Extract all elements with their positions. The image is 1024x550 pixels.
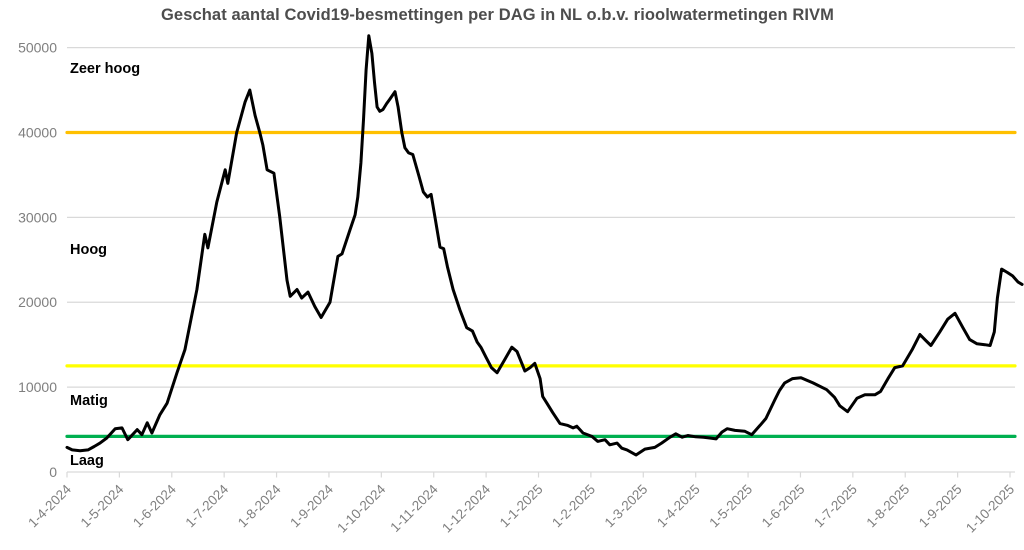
y-tick-label: 30000 (18, 209, 57, 225)
y-tick-label: 20000 (18, 294, 57, 310)
x-tick-label: 1-2-2025 (549, 482, 598, 531)
x-tick-label: 1-7-2025 (811, 482, 860, 531)
x-tick-label: 1-9-2024 (287, 481, 336, 530)
x-tick-label: 1-8-2025 (864, 482, 913, 531)
x-tick-label: 1-10-2024 (334, 481, 388, 535)
x-tick-label: 1-12-2024 (439, 481, 493, 535)
zone-label: Zeer hoog (70, 61, 140, 77)
infections-line (65, 34, 1024, 457)
x-tick-label: 1-7-2024 (182, 481, 231, 530)
y-tick-label: 50000 (18, 40, 57, 56)
x-tick-label: 1-5-2024 (78, 481, 127, 530)
x-tick-label: 1-3-2025 (602, 482, 651, 531)
x-tick-label: 1-11-2024 (387, 481, 441, 535)
x-tick-label: 1-4-2024 (25, 481, 74, 530)
x-tick-label: 1-4-2025 (654, 482, 703, 531)
x-tick-label: 1-10-2025 (963, 482, 1017, 536)
y-tick-label: 10000 (18, 379, 57, 395)
zone-label: Hoog (70, 242, 107, 258)
y-tick-label: 40000 (18, 124, 57, 140)
x-tick-label: 1-8-2024 (235, 481, 284, 530)
zone-label: Matig (70, 393, 108, 409)
chart-title: Geschat aantal Covid19-besmettingen per … (160, 6, 834, 24)
zone-label: Laag (70, 453, 104, 469)
x-tick-label: 1-1-2025 (497, 482, 546, 531)
x-tick-label: 1-5-2025 (706, 482, 755, 531)
x-tick-label: 1-6-2025 (759, 482, 808, 531)
y-tick-label: 0 (49, 464, 57, 480)
x-tick-label: 1-9-2025 (916, 482, 965, 531)
x-tick-label: 1-6-2024 (130, 481, 179, 530)
